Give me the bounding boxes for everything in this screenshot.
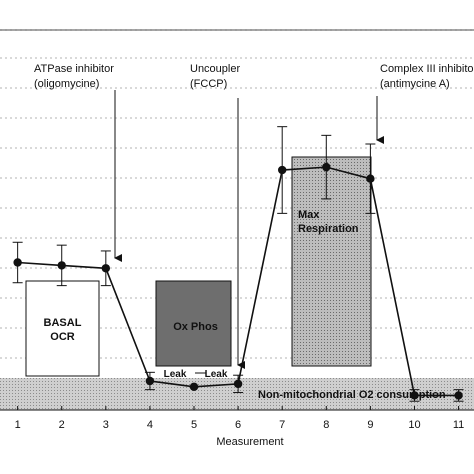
data-point-9 [366, 174, 375, 183]
x-tick-label-8: 8 [323, 419, 329, 431]
data-point-5 [189, 382, 199, 391]
data-point-1 [13, 258, 22, 267]
data-point-10 [410, 391, 419, 400]
data-point-3 [101, 264, 111, 273]
complex-iii-inhibitor-label-line-1: Complex III inhibitor [380, 63, 474, 75]
atpase-inhibitor-label-line-1: ATPase inhibitor [34, 63, 114, 75]
uncoupler-label-line-1: Uncoupler [190, 63, 240, 75]
data-point-2 [57, 261, 66, 270]
basal-ocr-label-line-1: BASAL [44, 317, 82, 329]
data-point-11 [454, 391, 463, 400]
leak-label-2: Leak [205, 369, 228, 380]
data-point-6 [233, 379, 243, 389]
x-tick-label-1: 1 [15, 419, 21, 431]
x-tick-label-5: 5 [191, 419, 197, 431]
uncoupler-label-line-2: (FCCP) [190, 78, 227, 90]
data-point-4 [145, 376, 155, 386]
x-axis-label: Measurement [216, 436, 283, 448]
x-tick-label-9: 9 [367, 419, 373, 431]
max-respiration-label-line-2: Respiration [298, 223, 359, 235]
data-point-7 [277, 165, 287, 175]
complex-iii-inhibitor-label-line-2: (antimycine A) [380, 78, 450, 90]
x-tick-label-2: 2 [59, 419, 65, 431]
baseline-band-label: Non-mitochondrial O2 consumption [258, 389, 446, 401]
x-tick-label-7: 7 [279, 419, 285, 431]
ox-phos-label: Ox Phos [173, 321, 218, 333]
x-tick-label-11: 11 [453, 419, 464, 431]
atpase-inhibitor-label-line-2: (oligomycine) [34, 78, 99, 90]
x-tick-label-6: 6 [235, 419, 241, 431]
series-layer [12, 126, 464, 402]
blocks-layer: BASAL OCR Ox Phos Max Respiration [25, 156, 372, 377]
data-point-8 [322, 162, 331, 172]
leak-label-1: Leak [164, 369, 187, 380]
ox-phos-block [155, 280, 232, 367]
max-respiration-block [291, 156, 372, 367]
x-tick-label-3: 3 [103, 419, 109, 431]
x-tick-label-10: 10 [408, 419, 420, 431]
max-respiration-label-line-1: Max [298, 209, 320, 221]
basal-ocr-label-line-2: OCR [50, 331, 75, 343]
annotations-layer: Leak Leak ATPase inhibitor (oligomycine) Unc… [34, 63, 474, 380]
x-tick-label-4: 4 [147, 419, 153, 431]
axis-layer: 1 2 3 4 5 6 7 8 9 10 11 Measurement [0, 29, 474, 448]
basal-ocr-block [25, 280, 100, 377]
